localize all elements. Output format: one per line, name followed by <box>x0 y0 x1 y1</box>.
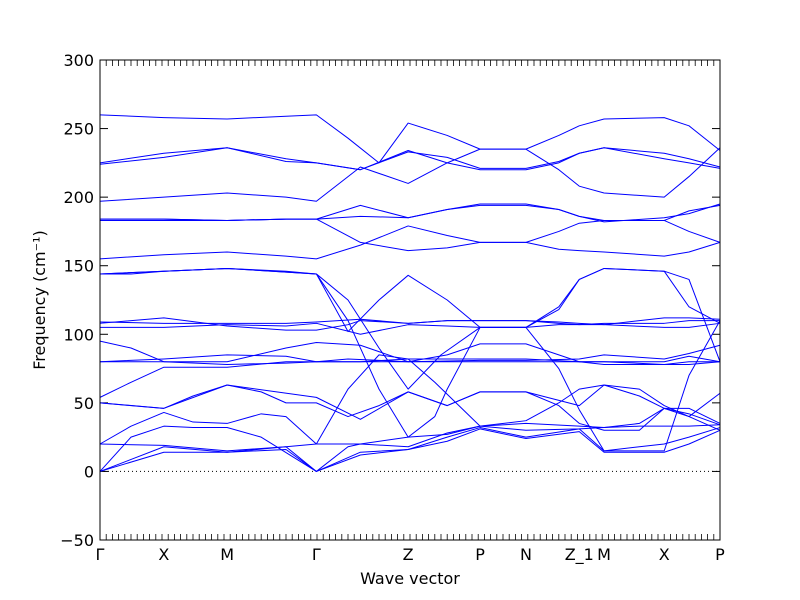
y-tick-label: 100 <box>63 325 94 344</box>
band-line-16 <box>100 267 721 452</box>
y-tick-label: 50 <box>74 394 94 413</box>
x-tick-label: P <box>475 545 485 564</box>
x-axis-ticks: Γ X M Γ Z P N Z_1 M X P <box>96 60 725 565</box>
x-tick-label: X <box>659 545 670 564</box>
x-tick-label: Γ <box>312 545 321 564</box>
x-tick-label: Γ <box>96 545 105 564</box>
x-tick-label: M <box>220 545 234 564</box>
band-line-1 <box>99 428 721 472</box>
band-line-25 <box>99 114 721 164</box>
band-line-24 <box>99 147 721 171</box>
y-tick-label: 150 <box>63 257 94 276</box>
band-line-12 <box>100 320 720 335</box>
plot-frame <box>99 59 721 541</box>
band-line-14 <box>99 317 721 331</box>
band-line-18 <box>99 225 721 260</box>
x-tick-label: X <box>158 545 169 564</box>
y-tick-label: 250 <box>63 120 94 139</box>
band-line-4 <box>99 407 721 452</box>
band-line-22 <box>99 147 721 202</box>
x-tick-label: Z_1 <box>565 545 594 565</box>
x-tick-label: P <box>715 545 725 564</box>
band-line-2 <box>99 427 721 472</box>
y-tick-label: 0 <box>84 462 94 481</box>
band-line-20 <box>100 204 721 221</box>
band-lines <box>99 114 721 472</box>
band-line-19 <box>100 218 721 252</box>
band-line-8 <box>99 355 721 398</box>
band-line-3 <box>99 424 721 472</box>
y-tick-label: 300 <box>63 51 94 70</box>
band-line-11 <box>99 340 720 365</box>
band-line-17 <box>99 267 721 333</box>
band-line-23 <box>99 147 721 171</box>
x-axis-label: Wave vector <box>360 569 460 588</box>
x-tick-label: M <box>597 545 611 564</box>
y-tick-label: −50 <box>60 531 94 550</box>
y-tick-label: 200 <box>63 188 94 207</box>
y-axis-ticks: −50 0 50 100 150 200 250 300 <box>60 51 720 550</box>
band-line-7 <box>99 384 721 420</box>
band-line-21 <box>100 203 721 223</box>
x-tick-label: Z <box>403 545 414 564</box>
y-axis-label: Frequency (cm⁻¹) <box>30 230 49 369</box>
band-line-15 <box>99 267 721 390</box>
x-tick-label: N <box>520 545 532 564</box>
band-line-10 <box>99 344 721 363</box>
